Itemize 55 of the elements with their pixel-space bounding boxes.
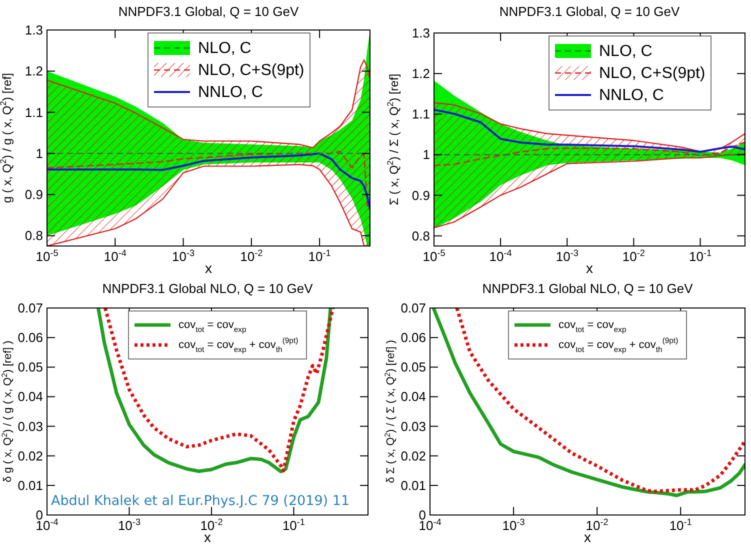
x-tick-label: 10$^{-5}$ [36,248,58,264]
x-tick-label: 10$^{-2}$ [240,248,263,264]
x-tick-label: 10$^{-3}$ [172,248,195,264]
x-tick-label: 10$^{-3}$ [556,248,578,264]
y-tick-label: 0.03 [400,418,426,434]
x-tick-label: 10$^{-1}$ [308,248,331,264]
y-tick-label: 1.2 [24,64,43,79]
x-tick-label: 10$^{-3}$ [502,517,525,533]
legend-label: NLO, C+S(9pt) [198,62,304,78]
y-tick-label: 1.1 [24,104,43,120]
x-tick-label: 10$^{-4}$ [104,248,126,264]
x-tick-label: 10$^{-2}$ [622,248,645,264]
legend-label: cov$_{tot}$ = cov$_{exp}$ [178,319,246,334]
y-tick-label: 0.05 [18,360,43,375]
chart-title: NNPDF3.1 Global NLO, Q = 10 GeV [482,281,694,296]
y-tick-label: 1.3 [24,22,43,38]
legend-label: NLO, C [599,42,652,60]
y-tick-label: 0.05 [400,360,426,375]
chart-title: NNPDF3.1 Global NLO, Q = 10 GeV [102,281,314,296]
y-tick-label: 0.07 [18,300,43,316]
y-tick-label: 0.06 [400,330,426,346]
x-tick-label: 10$^{-1}$ [688,248,712,264]
y-tick-label: 1.3 [412,26,430,40]
y-tick-label: 0.02 [18,448,43,464]
y-tick-label: 1 [36,146,43,161]
y-tick-label: 0.01 [400,478,426,493]
chart-title: NNPDF3.1 Global, Q = 10 GeV [499,4,680,19]
x-tick-label: 10$^{-3}$ [118,517,141,533]
y-tick-label: 0.04 [400,389,426,404]
x-tick-label: 10$^{-4}$ [489,248,512,264]
y-tick-label: 0.06 [18,330,43,346]
annotation: Abdul Khalek et al Eur.Phys.J.C 79 (2019) 11 [51,493,350,509]
x-axis-title: x [586,260,593,276]
legend-label: NLO, C+S(9pt) [599,64,706,82]
y-tick-label: 0.04 [18,389,43,404]
y-tick-label: 1.2 [412,66,430,82]
y-tick-label: 0.9 [412,188,430,203]
x-tick-label: 10$^{-5}$ [422,248,446,264]
y-tick-label: 0.9 [24,187,43,202]
chart-title: NNPDF3.1 Global, Q = 10 GeV [118,4,299,19]
y-tick-label: 1.1 [412,106,430,122]
legend-label: NNLO, C [599,86,664,104]
legend-label: NNLO, C [198,84,263,100]
y-tick-label: 0.8 [412,228,430,244]
x-tick-label: 10$^{-1}$ [282,517,306,533]
y-tick-label: 0.07 [400,300,426,316]
y-tick-label: 1 [422,147,430,162]
y-tick-label: 0.01 [18,478,43,493]
y-tick-label: 0.02 [400,448,426,464]
y-tick-label: 0.8 [24,228,43,244]
legend-label: NLO, C [198,40,252,56]
legend-label: cov$_{tot}$ = cov$_{exp}$ [558,319,626,334]
y-tick-label: 0.03 [18,418,43,434]
x-tick-label: 10$^{-1}$ [669,517,692,533]
x-axis-title: x [205,260,212,276]
